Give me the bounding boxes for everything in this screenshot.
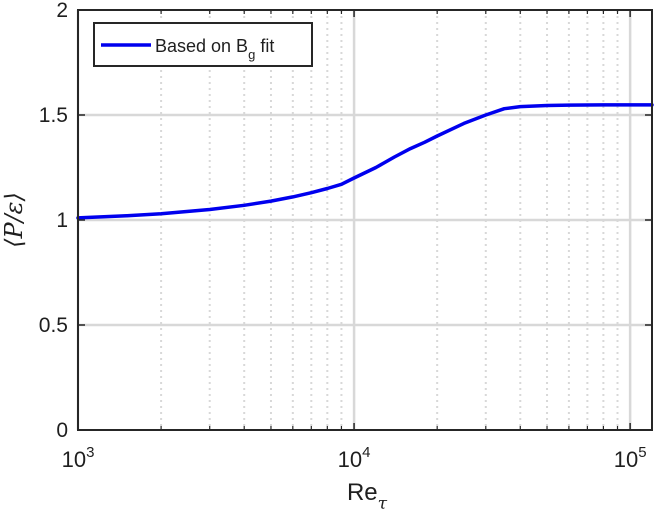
y-tick-label: 2	[56, 0, 68, 22]
x-axis-label: Reτ	[347, 479, 388, 514]
legend: Based on Bg fit	[93, 22, 313, 67]
y-tick-label: 0.5	[39, 314, 68, 337]
y-tick-label: 0	[56, 419, 68, 442]
series-line	[76, 103, 654, 220]
x-tick-label: 105	[614, 444, 647, 472]
series-layer	[76, 103, 654, 220]
x-axis-label-main: Re	[347, 479, 378, 506]
legend-label-main: Based on B	[155, 36, 248, 56]
x-tick-label-base: 10	[62, 447, 86, 472]
legend-label-tail: fit	[255, 36, 274, 56]
legend-label: Based on Bg fit	[155, 36, 274, 62]
x-tick-label-base: 10	[614, 447, 638, 472]
x-tick-label-exponent: 5	[638, 444, 646, 461]
x-tick-label-exponent: 4	[362, 444, 370, 461]
tick-mark-layer	[77, 9, 652, 431]
x-axis-label-subscript: τ	[378, 494, 388, 514]
x-tick-label: 104	[338, 444, 371, 472]
x-tick-label: 103	[62, 444, 95, 472]
x-tick-label-exponent: 3	[86, 444, 94, 461]
x-tick-label-base: 10	[338, 447, 362, 472]
y-tick-label: 1.5	[39, 104, 68, 127]
y-axis-label: ⟨P/ε⟩	[0, 192, 28, 248]
y-tick-label: 1	[56, 209, 68, 232]
legend-label-subscript: g	[248, 47, 255, 62]
